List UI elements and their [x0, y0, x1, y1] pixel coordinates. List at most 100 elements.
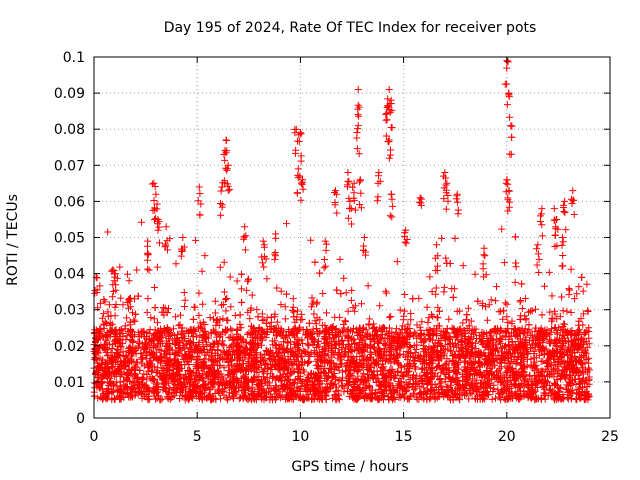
data-point — [360, 325, 368, 333]
data-point — [248, 291, 256, 299]
data-point — [181, 345, 189, 353]
data-point — [485, 301, 493, 309]
data-point — [270, 352, 278, 360]
data-point — [551, 307, 559, 315]
data-point — [246, 315, 254, 323]
data-point — [336, 255, 344, 263]
data-point — [547, 361, 555, 369]
data-point — [151, 284, 158, 291]
data-point — [157, 396, 165, 404]
data-point — [195, 311, 203, 319]
data-point — [152, 395, 160, 403]
data-point — [126, 327, 134, 335]
data-point — [216, 263, 224, 271]
data-point — [268, 337, 276, 345]
data-point — [272, 376, 280, 384]
data-point — [440, 283, 448, 291]
data-point — [243, 346, 251, 354]
data-point — [295, 345, 303, 353]
data-point — [196, 331, 204, 339]
data-point — [186, 344, 194, 352]
data-point — [404, 320, 412, 328]
points-layer — [90, 57, 593, 404]
data-point — [306, 353, 314, 360]
data-point — [115, 365, 123, 373]
data-point — [96, 282, 104, 290]
data-point — [559, 307, 567, 315]
data-point — [504, 319, 512, 327]
data-point — [258, 330, 266, 338]
data-point — [227, 325, 235, 333]
data-point — [511, 326, 519, 334]
data-point — [331, 313, 339, 321]
data-point — [406, 331, 414, 339]
data-point — [244, 275, 252, 283]
data-point — [521, 295, 529, 302]
data-point — [175, 322, 183, 330]
data-point — [304, 340, 312, 348]
data-point — [498, 225, 506, 233]
data-point — [522, 316, 530, 324]
data-point — [299, 366, 307, 374]
data-point — [219, 315, 227, 323]
data-point — [575, 283, 583, 291]
data-point — [228, 393, 236, 401]
data-point — [459, 319, 467, 327]
data-point — [459, 262, 467, 270]
data-point — [130, 316, 138, 324]
data-point — [279, 386, 287, 394]
data-point — [347, 296, 355, 304]
data-point — [565, 337, 573, 345]
data-point — [440, 350, 448, 358]
data-point — [376, 302, 384, 310]
data-point — [434, 348, 442, 355]
data-point — [112, 382, 120, 390]
data-point — [157, 373, 165, 381]
data-point — [268, 374, 276, 382]
data-point — [259, 367, 267, 375]
data-point — [181, 374, 189, 382]
data-point — [211, 309, 219, 317]
data-point — [457, 325, 465, 333]
data-point — [403, 348, 411, 355]
data-point — [517, 312, 525, 320]
data-point — [451, 361, 458, 369]
data-point — [313, 314, 321, 322]
data-point — [281, 303, 289, 311]
data-point — [501, 333, 509, 341]
data-point — [345, 371, 353, 379]
data-point — [117, 326, 125, 333]
data-point — [99, 372, 107, 379]
data-point — [507, 353, 515, 361]
data-point — [269, 396, 277, 404]
data-point — [213, 317, 220, 325]
data-point — [585, 324, 593, 332]
data-point — [446, 260, 454, 267]
data-point — [344, 348, 352, 356]
data-point — [244, 277, 252, 285]
data-point — [273, 318, 281, 326]
data-point — [494, 386, 502, 394]
data-point — [339, 368, 346, 376]
data-point — [206, 314, 214, 321]
data-point — [434, 314, 442, 322]
data-point — [584, 307, 592, 315]
data-point — [499, 315, 507, 323]
data-point — [359, 337, 367, 345]
data-point — [321, 364, 329, 372]
data-point — [352, 325, 360, 333]
data-point — [566, 286, 574, 294]
data-point — [500, 259, 508, 267]
data-point — [419, 378, 427, 386]
data-point — [552, 342, 560, 350]
data-point — [357, 335, 365, 343]
data-point — [143, 308, 151, 316]
data-point — [378, 371, 386, 379]
data-point — [387, 313, 395, 320]
data-point — [120, 394, 128, 401]
data-point — [433, 363, 441, 371]
data-point — [341, 317, 349, 325]
data-point — [382, 287, 390, 295]
data-point — [196, 319, 204, 327]
data-point — [129, 309, 136, 317]
